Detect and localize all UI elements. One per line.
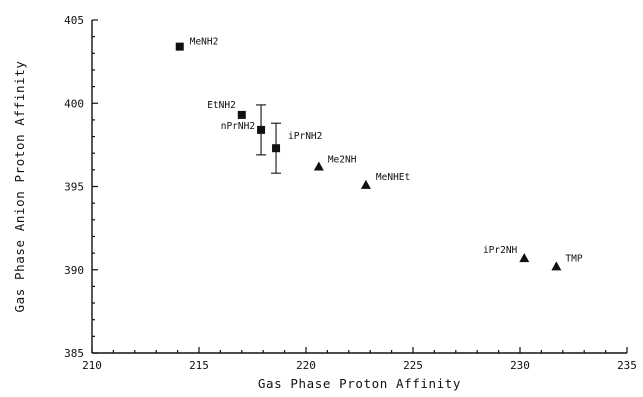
data-point-triangle — [551, 261, 562, 271]
y-tick-label: 395 — [64, 181, 84, 194]
data-point-triangle — [360, 179, 371, 189]
y-axis-title: Gas Phase Anion Proton Affinity — [12, 61, 27, 313]
data-point-square — [175, 42, 184, 51]
data-marks: MeNH2 EtNH2 nPrNH2 iPrNH2 Me2NH MeNHEt iPr2NH T… — [175, 37, 583, 271]
data-point-square — [272, 144, 281, 153]
data-point-label: TMP — [565, 253, 582, 264]
x-tick-label: 215 — [189, 359, 209, 372]
data-point-square — [257, 125, 266, 134]
data-point-square — [237, 110, 246, 119]
data-point-triangle — [519, 253, 530, 263]
y-tick-label: 385 — [64, 347, 84, 360]
data-point-label: Me2NH — [328, 155, 357, 166]
data-point-triangle — [313, 161, 324, 171]
y-tick-label: 400 — [64, 97, 84, 110]
data-point-label: iPrNH2 — [288, 131, 322, 142]
x-axis-title: Gas Phase Proton Affinity — [258, 376, 461, 391]
x-tick-label: 225 — [403, 359, 423, 372]
y-tick-label: 390 — [64, 264, 84, 277]
data-point-label: MeNH2 — [190, 37, 219, 48]
data-point-label: EtNH2 — [207, 100, 236, 111]
x-tick-label: 210 — [82, 359, 102, 372]
data-point-label: MeNHEt — [376, 172, 410, 183]
y-tick-label: 405 — [64, 14, 84, 27]
data-point-label: iPr2NH — [483, 245, 518, 256]
x-tick-label: 220 — [296, 359, 316, 372]
data-point-label: nPrNH2 — [221, 121, 255, 132]
x-tick-label: 230 — [510, 359, 530, 372]
x-tick-label: 235 — [617, 359, 637, 372]
axes: 210 215 220 225 230 235 385 390 395 400 405 — [64, 14, 637, 372]
